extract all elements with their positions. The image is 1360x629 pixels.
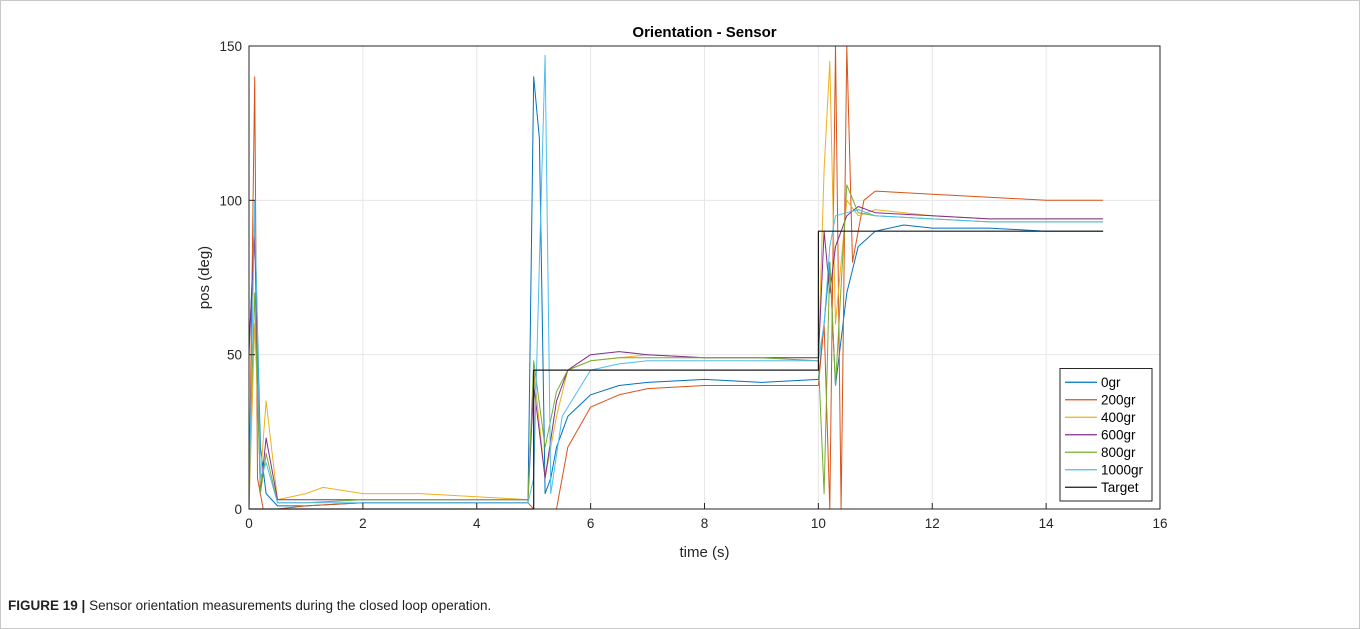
series-line-600gr — [248, 206, 1104, 501]
legend-label: 600gr — [1101, 427, 1136, 442]
figure-caption: FIGURE 19 | Sensor orientation measureme… — [8, 598, 491, 613]
x-tick-label: 6 — [587, 516, 595, 531]
axis-ticks: 0 2 4 6 8 10 12 14 16 0 50 100 150 — [219, 39, 1167, 531]
y-tick-label: 100 — [219, 193, 242, 208]
legend-label: 800gr — [1101, 445, 1136, 460]
legend-label: 200gr — [1101, 392, 1136, 407]
y-tick-label: 50 — [227, 348, 242, 363]
x-tick-label: 0 — [245, 516, 253, 531]
x-tick-label: 2 — [359, 516, 367, 531]
chart-title: Orientation - Sensor — [632, 24, 776, 41]
y-axis-label: pos (deg) — [196, 246, 213, 309]
figure-caption-text: Sensor orientation measurements during t… — [89, 598, 492, 613]
figure-caption-label: FIGURE 19 | — [8, 598, 86, 613]
x-axis-label: time (s) — [680, 544, 730, 561]
x-tick-label: 16 — [1152, 516, 1167, 531]
y-tick-label: 150 — [219, 39, 242, 54]
x-tick-label: 12 — [925, 516, 940, 531]
x-tick-label: 14 — [1039, 516, 1055, 531]
legend: 0gr 200gr 400gr 600gr 800gr 1000gr Target — [1059, 368, 1153, 502]
x-tick-label: 4 — [473, 516, 481, 531]
legend-label: 1000gr — [1101, 462, 1144, 477]
x-tick-label: 10 — [811, 516, 826, 531]
legend-label: 0gr — [1101, 375, 1121, 390]
legend-label: 400gr — [1101, 410, 1136, 425]
y-tick-label: 0 — [234, 502, 242, 517]
legend-label: Target — [1101, 480, 1139, 495]
x-tick-label: 8 — [701, 516, 709, 531]
